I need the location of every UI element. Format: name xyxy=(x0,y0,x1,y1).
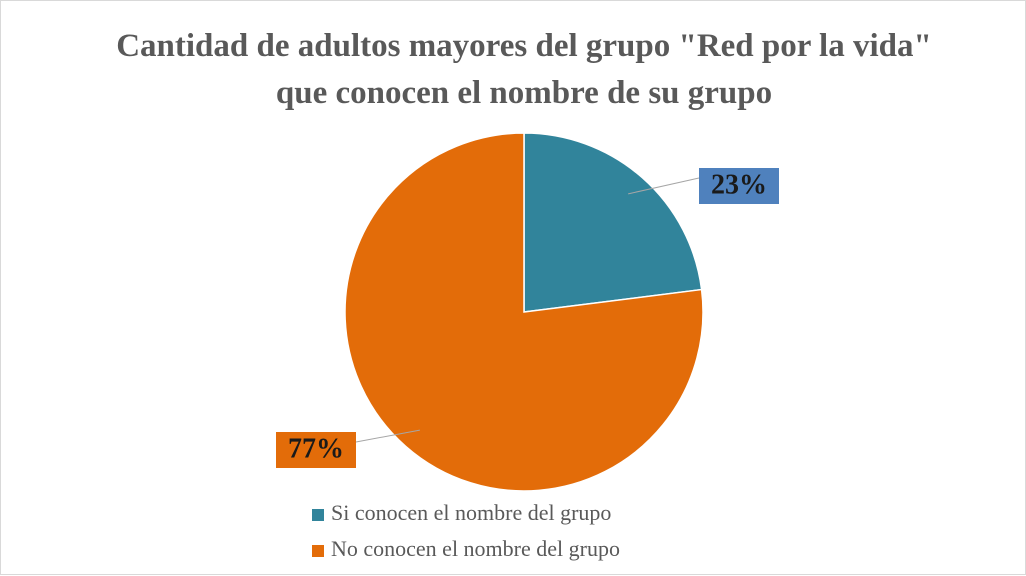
pie-slice xyxy=(344,132,704,492)
legend-label: No conocen el nombre del grupo xyxy=(331,536,620,561)
legend-swatch xyxy=(312,545,324,557)
leader-line xyxy=(628,177,700,195)
pie-slice xyxy=(523,132,703,313)
data-label-box xyxy=(699,168,779,204)
chart-title: Cantidad de adultos mayores del grupo "R… xyxy=(116,28,949,111)
leader-line xyxy=(355,429,420,443)
data-label-box xyxy=(276,432,356,468)
legend-swatch xyxy=(312,509,324,521)
data-label: 23% xyxy=(711,169,767,200)
data-label: 77% xyxy=(288,433,344,464)
legend-label: Si conocen el nombre del grupo xyxy=(331,500,611,525)
